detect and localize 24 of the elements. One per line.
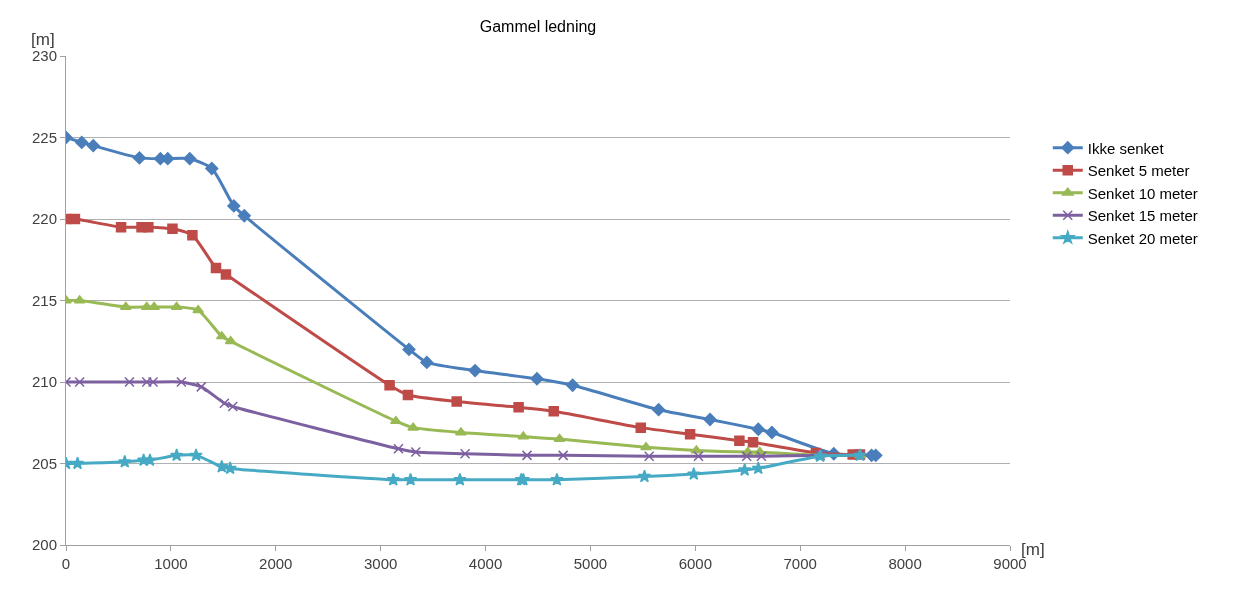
y-tick-label: 230 bbox=[31, 47, 57, 65]
y-tick-label: 205 bbox=[31, 454, 57, 472]
x-tick-label: 8000 bbox=[888, 555, 922, 572]
y-axis-title: [m] bbox=[31, 30, 55, 49]
x-tick-label: 0 bbox=[61, 555, 71, 572]
legend-label: Senket 5 meter bbox=[1087, 162, 1190, 180]
y-tick-label: 225 bbox=[31, 128, 57, 146]
y-tick-label: 210 bbox=[31, 373, 57, 391]
x-tick-label: 7000 bbox=[783, 555, 817, 572]
x-tick-label: 3000 bbox=[363, 555, 398, 572]
x-tick-label: 6000 bbox=[678, 555, 713, 572]
legend-label: Senket 15 meter bbox=[1087, 207, 1198, 225]
x-tick-label: 4000 bbox=[468, 555, 503, 572]
x-tick-label: 5000 bbox=[573, 555, 608, 572]
x-axis-title: [m] bbox=[1021, 540, 1045, 559]
x-tick-label: 1000 bbox=[154, 555, 188, 572]
x-tick-label: 2000 bbox=[259, 555, 293, 572]
y-tick-label: 200 bbox=[31, 536, 57, 554]
y-tick-label: 220 bbox=[31, 210, 57, 228]
legend-label: Senket 10 meter bbox=[1087, 184, 1198, 202]
chart-title: Gammel ledning bbox=[479, 18, 597, 36]
legend-label: Senket 20 meter bbox=[1087, 229, 1198, 247]
legend-label: Ikke senket bbox=[1087, 139, 1165, 157]
y-tick-label: 215 bbox=[31, 291, 57, 309]
